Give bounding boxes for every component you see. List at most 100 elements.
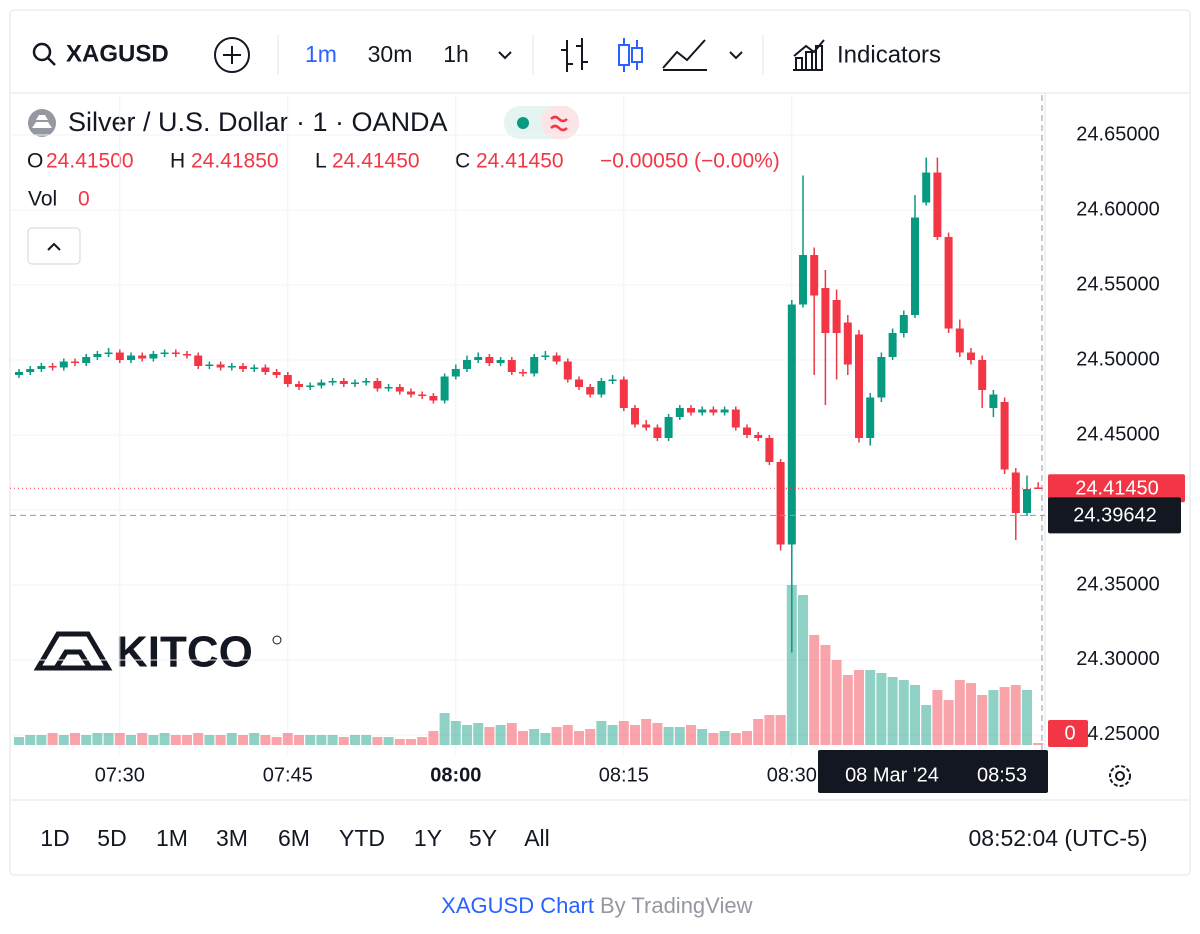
range-button[interactable]: 5D (97, 825, 126, 851)
volume-bar (462, 725, 472, 745)
x-tick-label: 08:00 (430, 764, 481, 786)
range-button[interactable]: 6M (278, 825, 310, 851)
candle-body (429, 396, 438, 401)
candle-body (138, 355, 147, 359)
candle-body (698, 409, 707, 413)
candle-body (530, 357, 539, 374)
candle-body (922, 172, 931, 203)
volume-bar (473, 723, 484, 745)
volume-bar (193, 733, 204, 745)
interval[interactable]: 1m (305, 41, 337, 67)
toggle[interactable] (541, 106, 579, 139)
candle-body (384, 387, 393, 389)
indicators[interactable]: Indicators (837, 41, 941, 68)
candle-body (575, 379, 583, 388)
interval-menu[interactable] (498, 51, 512, 60)
candle-body (821, 288, 830, 334)
volume-bar (652, 723, 663, 745)
collapse-button[interactable] (27, 227, 81, 265)
footer-link[interactable]: XAGUSD Chart (441, 893, 594, 918)
volume-bar (81, 735, 92, 745)
candle-body (250, 367, 259, 370)
volume-bar (103, 733, 114, 745)
volume-bar (798, 595, 808, 745)
candle-body (82, 357, 91, 364)
range-button[interactable]: 3M (216, 825, 248, 851)
search[interactable]: XAGUSD (32, 40, 169, 67)
range-button[interactable]: 5Y (469, 825, 497, 851)
candle-body (541, 355, 550, 358)
bars-style[interactable] (561, 38, 588, 72)
volume-bar (898, 680, 909, 745)
volume-bar (372, 737, 383, 745)
candles-style[interactable] (618, 38, 643, 72)
volume-bar (831, 660, 842, 745)
crosshair-time: 08:53 (977, 764, 1027, 786)
candle-body (373, 381, 382, 389)
symbol[interactable]: XAGUSD (66, 40, 169, 67)
candle-body (709, 409, 718, 413)
candle-body (608, 379, 617, 382)
volume-last-label: 0 (1064, 722, 1075, 744)
volume-bar (786, 585, 797, 745)
candle-body (843, 322, 852, 365)
candle-body (967, 352, 975, 361)
candle-body (765, 437, 774, 462)
candle-body (59, 361, 68, 368)
style-menu[interactable] (729, 51, 743, 60)
volume-bar (730, 733, 741, 745)
candle-body (362, 381, 371, 383)
candle-body (877, 357, 886, 398)
footer-by: By TradingView (600, 893, 753, 918)
volume-bar (450, 721, 461, 745)
volume-bar (316, 735, 327, 745)
volume-bar (887, 677, 898, 745)
volume-bar (182, 735, 192, 745)
interval[interactable]: 30m (368, 41, 413, 67)
settings[interactable] (1109, 765, 1131, 787)
candle-body (216, 364, 225, 368)
candle-body (496, 360, 505, 364)
crosshair-price-box (1048, 497, 1181, 534)
candle-icon (618, 44, 630, 66)
interval[interactable]: 1h (443, 41, 469, 67)
range-button[interactable]: 1M (156, 825, 188, 851)
volume-bar (764, 715, 775, 745)
volume-bar (686, 725, 696, 745)
volume-bar (585, 729, 596, 745)
candle-body (933, 172, 942, 238)
range-button[interactable]: 1D (40, 825, 69, 851)
candle-body (687, 408, 695, 413)
y-tick-label: 24.25000 (1076, 723, 1159, 745)
candle-body (552, 355, 561, 362)
volume-bar (439, 713, 450, 745)
candle-body (160, 352, 169, 355)
area-style[interactable] (662, 39, 707, 71)
search-icon (32, 42, 52, 62)
range-bar: 1D 5D 1M 3M 6M YTD 1Y 5Y All (40, 825, 549, 851)
legend-key: L (315, 150, 327, 173)
candle-body (731, 409, 740, 428)
volume-bar (663, 727, 674, 745)
legend-value: 24.41850 (191, 150, 279, 173)
range-button[interactable]: All (524, 825, 550, 851)
crosshair-time-box (818, 750, 1048, 793)
volume-bar (540, 733, 551, 745)
settings-icon (1115, 771, 1125, 781)
range-button[interactable]: 1Y (414, 825, 442, 851)
y-tick-label: 24.45000 (1076, 423, 1159, 445)
candle-body (451, 369, 460, 377)
symbol-icon (32, 115, 52, 128)
volume-bar (25, 735, 36, 745)
candle-body (227, 366, 236, 368)
candle-body (978, 360, 987, 391)
volume-bar (249, 733, 260, 745)
indicators-icon[interactable] (793, 39, 825, 71)
range-button[interactable]: YTD (339, 825, 385, 851)
candle-body (989, 394, 998, 409)
volume-bar (954, 680, 965, 745)
candle-body (911, 217, 919, 316)
compare-button[interactable] (214, 37, 250, 73)
candle-body (71, 361, 79, 364)
